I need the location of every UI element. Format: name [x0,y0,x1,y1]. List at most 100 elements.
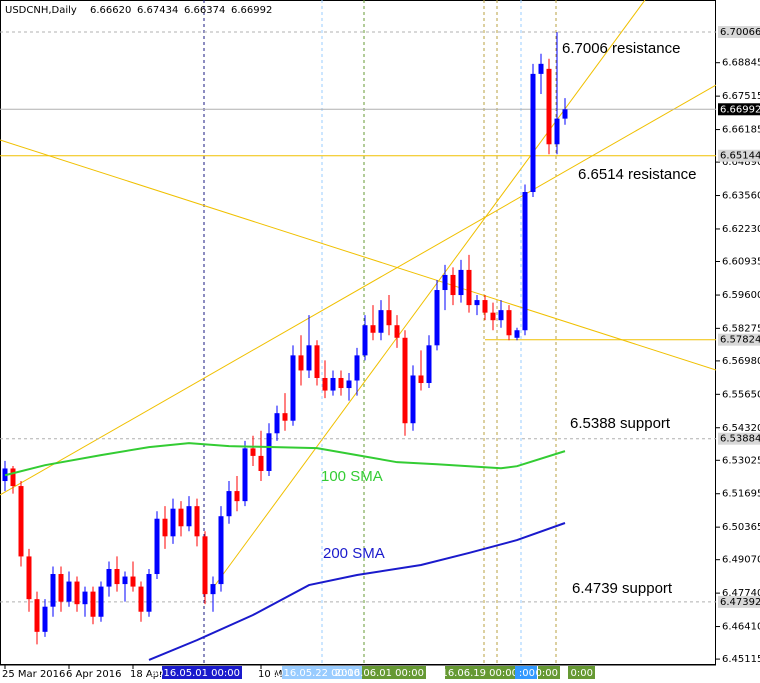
y-tick-label: 6.68845 [722,58,760,69]
candle-body [258,455,264,471]
trend-line [0,139,716,371]
candle-body [234,491,240,502]
candle-body [130,576,136,587]
candle-body [106,568,112,587]
y-tick-label: 6.66185 [722,125,760,136]
date-marker-label: 0:00 [571,668,593,679]
candle-body [274,413,280,434]
date-marker-label: 2016.06.01 00:00 [335,668,424,679]
level-label: 6.66992 [720,104,760,115]
candle-body [386,310,392,326]
sma-line [4,442,566,477]
date-marker-box [282,666,362,679]
y-tick-label: 6.51695 [722,489,760,500]
level-label: 6.53884 [720,434,760,445]
candle-body [98,586,104,617]
y-tick-label: 6.46410 [722,622,760,633]
candle-body [306,345,312,371]
date-marker-label: 2016.06.19 00:00 [429,668,518,679]
candle-body [74,581,80,605]
y-tick-label: 6.63560 [722,191,760,202]
candle-body [450,274,456,296]
candle-body [114,568,120,585]
level-box [718,103,760,116]
plot-layer [0,31,716,661]
candle-body [514,330,520,338]
y-tick-label: 6.64890 [722,157,760,168]
y-tick-label: 6.50365 [722,522,760,533]
candle-body [226,491,232,517]
series-label: 100 SMA [321,468,383,485]
candle-body [554,118,560,145]
x-tick-label: 18 Apr 2016 [130,669,192,680]
date-marker-box [445,666,520,679]
level-box [718,432,760,445]
date-marker-label: 2016.05.22 00:00 [271,668,360,679]
level-box [718,595,760,608]
candle-body [202,536,208,595]
candle-body [522,192,528,331]
candle-body [170,508,176,537]
annotation: 6.7006 resistance [562,40,680,57]
candle-body [242,448,248,502]
candle-body [26,556,32,600]
date-marker-box [162,666,242,679]
level-box [718,149,760,162]
date-marker-box [568,666,595,679]
annotation: 6.6514 resistance [578,166,696,183]
y-tick-label: 6.60935 [722,257,760,268]
candle-body [546,68,552,145]
candle-body [10,468,16,487]
candle-body [322,377,328,391]
date-marker-label: 2016.05.01 00:00 [151,668,240,679]
y-tick-label: 6.56980 [722,356,760,367]
candle-body [138,586,144,612]
candle-body [434,290,440,346]
candle-body [418,375,424,384]
candle-body [58,574,64,602]
candle-body [186,506,192,527]
ohlc-label: 6.67434 [137,5,178,16]
level-label: 6.47392 [720,597,760,608]
y-tick-label: 6.62230 [722,224,760,235]
level-label: 6.57824 [720,335,760,346]
y-tick-label: 6.53025 [722,455,760,466]
candle-body [146,574,152,612]
candle-body [538,63,544,74]
drawing-layer [0,0,716,665]
date-marker-label: :00 [519,668,535,679]
trend-line [0,84,716,496]
candle-body [154,518,160,575]
candle-body [250,448,256,456]
candle-body [474,300,480,306]
candle-body [18,486,24,557]
candle-body [330,377,336,391]
candle-body [458,269,464,296]
candle-body [66,581,72,602]
candle-body [122,576,128,585]
candle-body [34,599,40,632]
trend-line [212,0,646,589]
y-tick-label: 6.54320 [722,423,760,434]
annotation: 6.5388 support [570,415,671,432]
x-tick-label: 6 Apr 2016 [66,669,121,680]
y-tick-label: 6.58275 [722,323,760,334]
candle-body [346,380,352,389]
candle-body [562,109,568,119]
sma-line [148,522,566,661]
candle-body [442,274,448,291]
y-tick-label: 6.49070 [722,555,760,566]
plot-frame [0,0,716,665]
candle-body [482,300,488,313]
date-marker-box [515,666,537,679]
level-box [718,26,760,39]
candle-body [402,337,408,424]
candle-body [82,591,88,605]
level-box [718,333,760,346]
date-marker-label: 0:00 [536,668,558,679]
y-tick-label: 6.59600 [722,290,760,301]
level-label: 6.70066 [720,27,760,38]
candle-body [90,591,96,617]
candle-body [466,269,472,306]
candle-body [410,375,416,424]
